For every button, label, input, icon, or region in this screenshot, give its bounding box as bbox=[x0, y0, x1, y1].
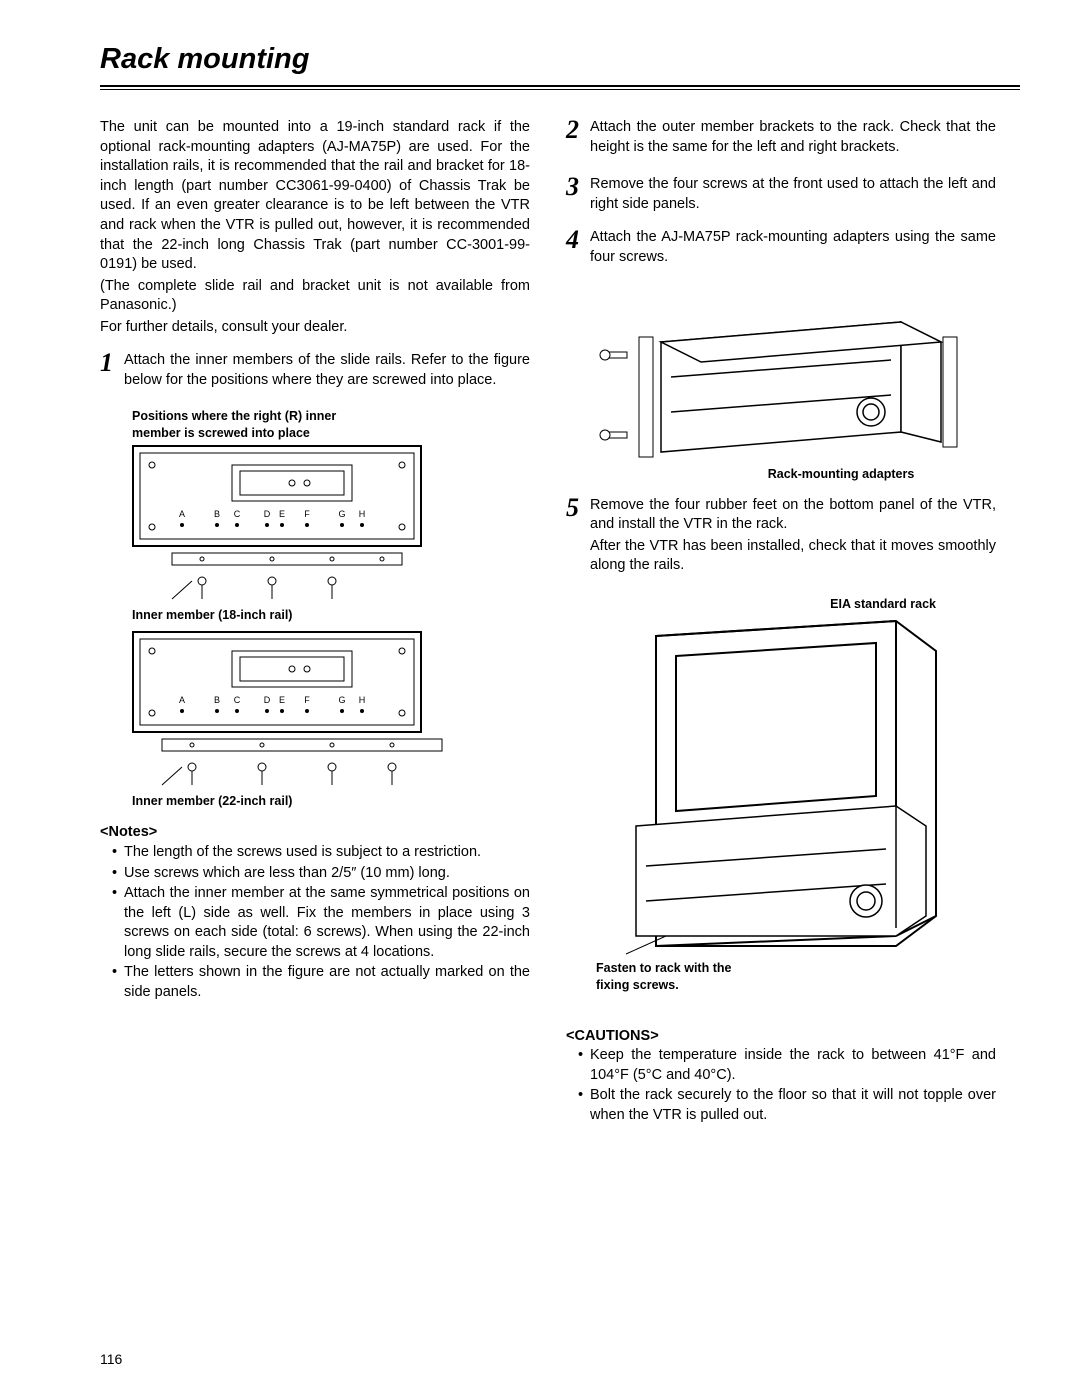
notes-heading: <Notes> bbox=[100, 823, 530, 843]
adapters-svg bbox=[581, 282, 981, 462]
svg-text:H: H bbox=[359, 509, 366, 519]
caution-item: Keep the temperature inside the rack to … bbox=[578, 1046, 996, 1085]
fig1-caption-22: Inner member (22-inch rail) bbox=[132, 793, 292, 809]
svg-text:A: A bbox=[179, 695, 185, 705]
right-column: 2 Attach the outer member brackets to th… bbox=[566, 118, 996, 1126]
screws-22-svg bbox=[132, 761, 452, 789]
step-1-number: 1 bbox=[100, 351, 118, 390]
step-3-text: Remove the four screws at the front used… bbox=[590, 175, 996, 214]
side-panel-22-svg: A B C D E F G H bbox=[132, 631, 452, 761]
svg-text:B: B bbox=[214, 695, 220, 705]
cautions-heading: <CAUTIONS> bbox=[566, 1027, 996, 1047]
svg-text:E: E bbox=[279, 509, 285, 519]
left-column: The unit can be mounted into a 19-inch s… bbox=[100, 118, 530, 1126]
fig1-caption-18: Inner member (18-inch rail) bbox=[132, 607, 292, 623]
fig2-caption: Rack-mounting adapters bbox=[768, 466, 915, 482]
fig1-caption-top: Positions where the right (R) inner memb… bbox=[132, 408, 382, 441]
svg-text:C: C bbox=[234, 695, 241, 705]
svg-text:E: E bbox=[279, 695, 285, 705]
cautions-list: Keep the temperature inside the rack to … bbox=[566, 1046, 996, 1125]
title-rule bbox=[100, 85, 1020, 90]
fig3-caption-top: EIA standard rack bbox=[596, 596, 996, 612]
page-number: 116 bbox=[100, 1350, 122, 1369]
step-1: 1 Attach the inner members of the slide … bbox=[100, 351, 530, 390]
note-item: Use screws which are less than 2/5″ (10 … bbox=[112, 864, 530, 884]
side-panel-18-svg: A B C D E F G H bbox=[132, 445, 422, 575]
svg-text:F: F bbox=[304, 509, 310, 519]
step-5-text-b: After the VTR has been installed, check … bbox=[590, 537, 996, 576]
content-columns: The unit can be mounted into a 19-inch s… bbox=[100, 118, 1020, 1126]
step-4: 4 Attach the AJ-MA75P rack-mounting adap… bbox=[566, 228, 996, 267]
intro-p2: (The complete slide rail and bracket uni… bbox=[100, 277, 530, 316]
step-1-text: Attach the inner members of the slide ra… bbox=[124, 351, 530, 390]
svg-text:D: D bbox=[264, 695, 271, 705]
note-item: The letters shown in the figure are not … bbox=[112, 963, 530, 1002]
step-2-number: 2 bbox=[566, 118, 584, 157]
notes-list: The length of the screws used is subject… bbox=[100, 843, 530, 1003]
step-3-number: 3 bbox=[566, 175, 584, 214]
step-5-text-a: Remove the four rubber feet on the botto… bbox=[590, 496, 996, 535]
note-item: Attach the inner member at the same symm… bbox=[112, 884, 530, 962]
page-title: Rack mounting bbox=[100, 40, 1020, 79]
step-2: 2 Attach the outer member brackets to th… bbox=[566, 118, 996, 157]
step-5-number: 5 bbox=[566, 496, 584, 578]
step-4-number: 4 bbox=[566, 228, 584, 267]
svg-text:G: G bbox=[338, 509, 345, 519]
figure-side-panel-18: Positions where the right (R) inner memb… bbox=[132, 404, 530, 813]
note-item: The length of the screws used is subject… bbox=[112, 843, 530, 863]
figure-adapters: Rack-mounting adapters bbox=[566, 282, 996, 486]
caution-item: Bolt the rack securely to the floor so t… bbox=[578, 1086, 996, 1125]
screws-18-svg bbox=[132, 575, 422, 603]
step-2-text: Attach the outer member brackets to the … bbox=[590, 118, 996, 157]
intro-p3: For further details, consult your dealer… bbox=[100, 318, 530, 338]
step-5: 5 Remove the four rubber feet on the bot… bbox=[566, 496, 996, 578]
step-3: 3 Remove the four screws at the front us… bbox=[566, 175, 996, 214]
figure-rack: EIA standard rack bbox=[596, 592, 996, 997]
svg-text:D: D bbox=[264, 509, 271, 519]
svg-text:G: G bbox=[338, 695, 345, 705]
intro-block: The unit can be mounted into a 19-inch s… bbox=[100, 118, 530, 337]
rack-svg bbox=[596, 616, 966, 956]
svg-text:H: H bbox=[359, 695, 366, 705]
fig3-caption-bottom: Fasten to rack with the fixing screws. bbox=[596, 960, 766, 993]
step-4-text: Attach the AJ-MA75P rack-mounting adapte… bbox=[590, 228, 996, 267]
svg-text:C: C bbox=[234, 509, 241, 519]
svg-text:F: F bbox=[304, 695, 310, 705]
intro-p1: The unit can be mounted into a 19-inch s… bbox=[100, 118, 530, 275]
svg-text:B: B bbox=[214, 509, 220, 519]
svg-text:A: A bbox=[179, 509, 185, 519]
